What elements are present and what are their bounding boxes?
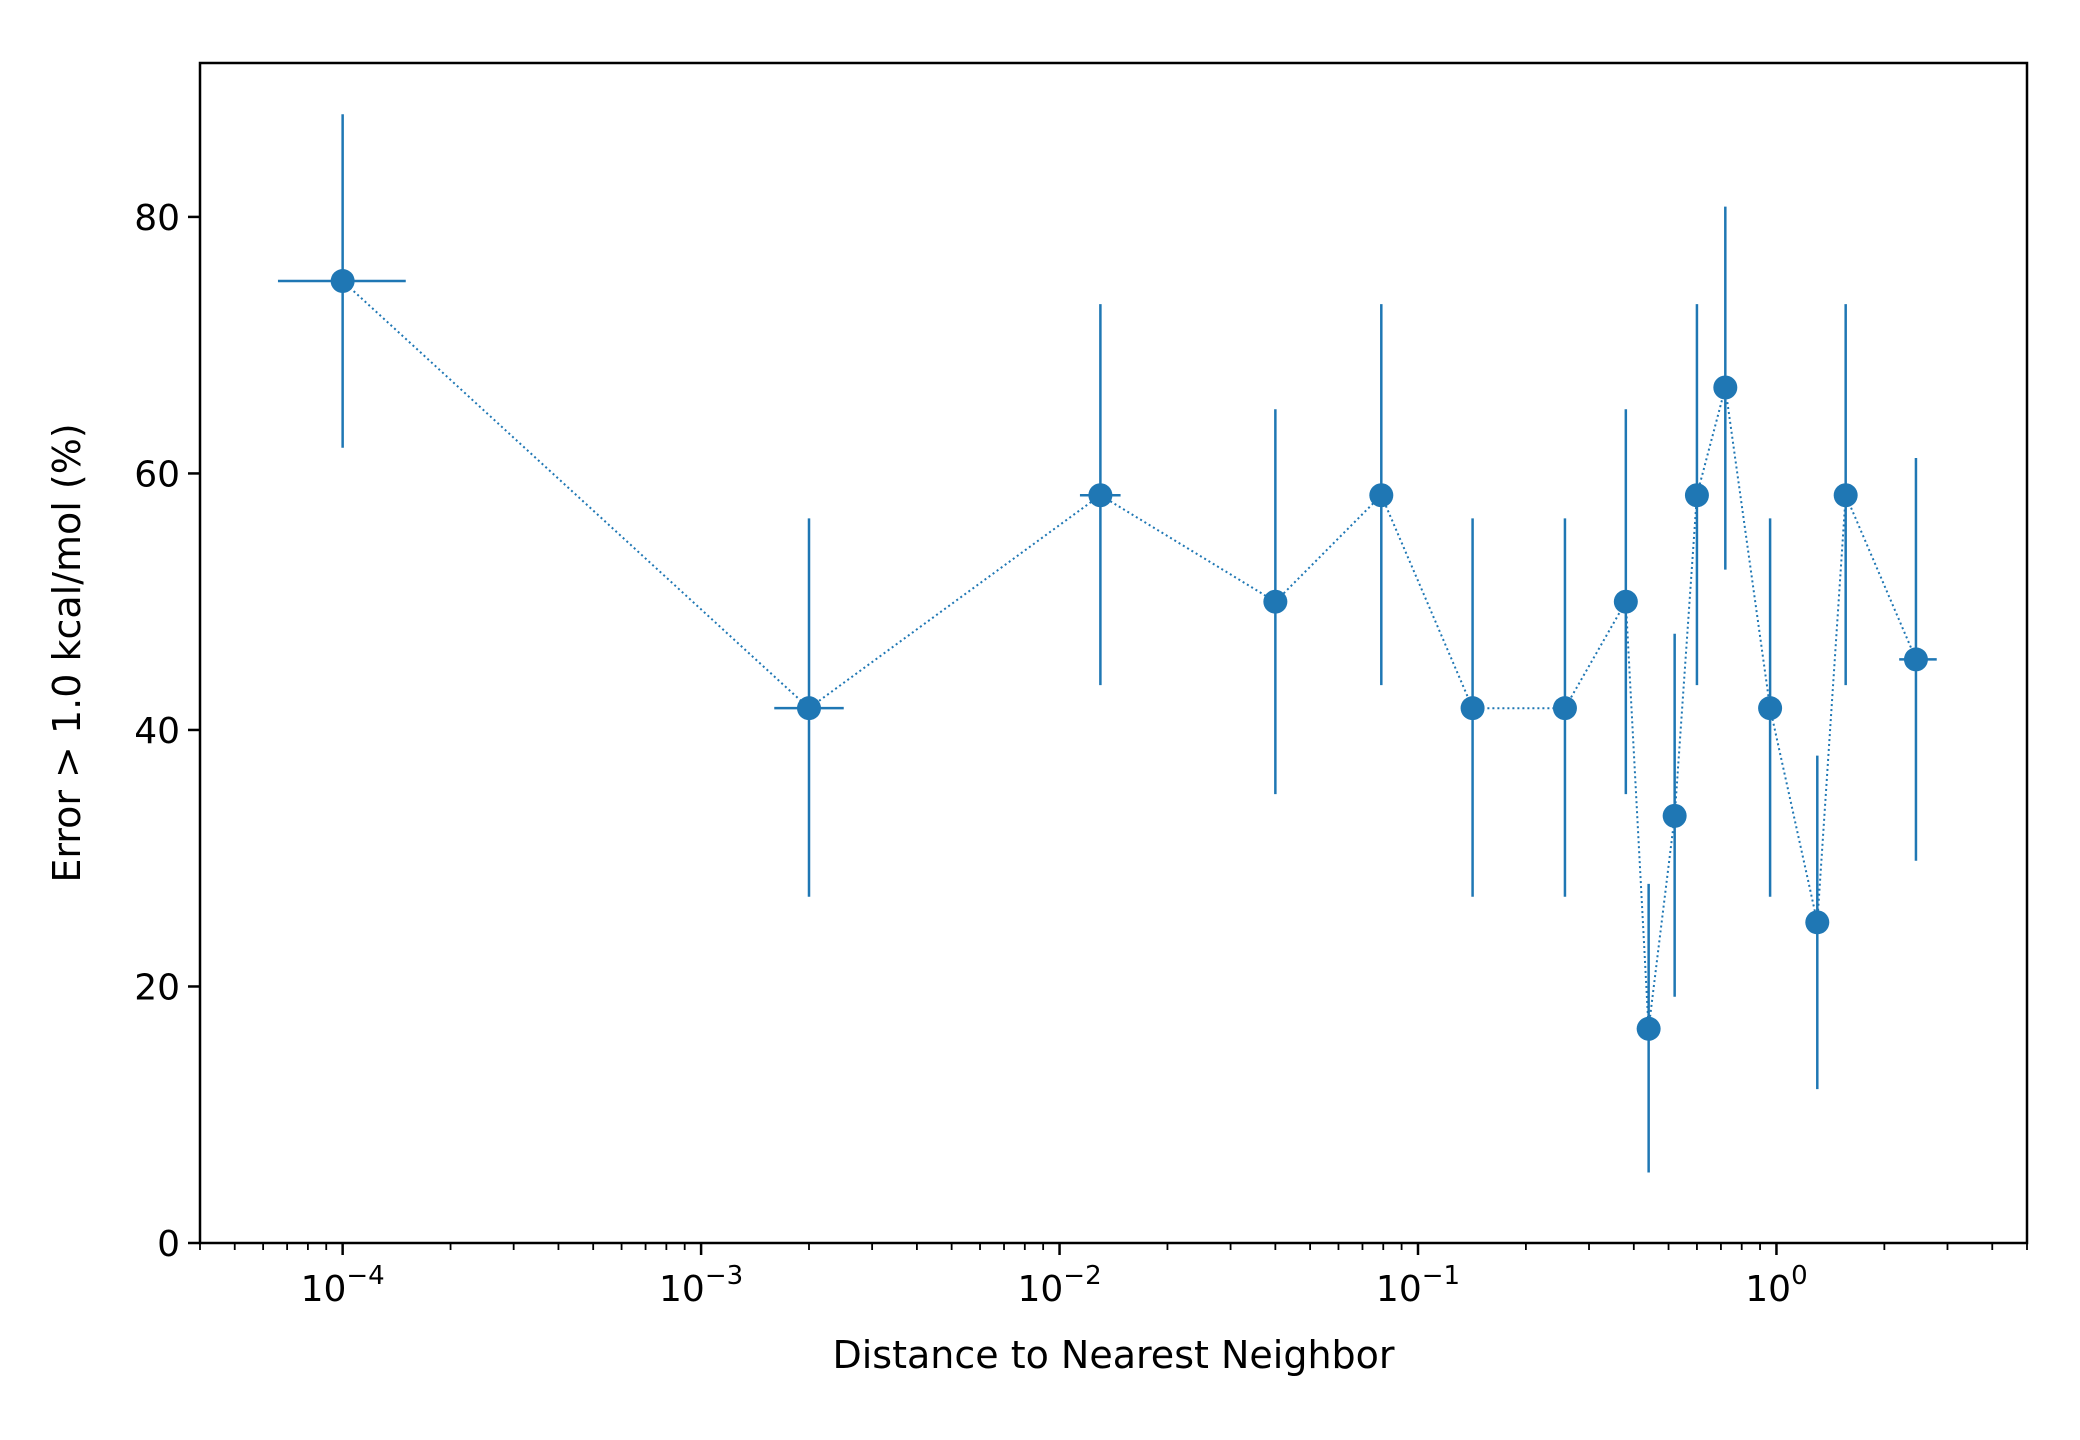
axis-ticks: 0 20 40 60 80 10−4 10−3 10−2 10−1 100: [134, 198, 2028, 1310]
data-point: [1613, 589, 1638, 614]
data-point: [797, 696, 821, 721]
y-tick-label: 0: [157, 1224, 180, 1265]
x-tick-label: 10−4: [301, 1261, 385, 1310]
y-tick-label: 60: [134, 454, 180, 495]
x-tick-label: 10−3: [659, 1261, 743, 1310]
data-point: [1758, 696, 1783, 721]
x-tick-label: 10−2: [1017, 1261, 1101, 1310]
data-point: [330, 269, 355, 294]
data-point: [1662, 803, 1687, 828]
data-point: [1833, 483, 1858, 508]
x-axis-title: Distance to Nearest Neighbor: [832, 1333, 1394, 1377]
y-tick-label: 20: [134, 967, 180, 1008]
y-tick-label: 80: [134, 198, 180, 239]
data-point: [1263, 589, 1288, 614]
data-point: [1713, 375, 1738, 400]
x-tick-label: 100: [1745, 1261, 1807, 1310]
data-point: [1460, 696, 1485, 721]
data-point: [1552, 696, 1577, 721]
data-point: [1805, 910, 1830, 935]
data-point: [1369, 483, 1394, 508]
x-tick-label: 10−1: [1376, 1261, 1460, 1310]
axes-frame: [198, 61, 2029, 1245]
data-point: [1684, 483, 1709, 508]
y-tick-label: 40: [134, 711, 180, 752]
y-axis-title: Error > 1.0 kcal/mol (%): [45, 423, 89, 882]
data-point: [1088, 483, 1113, 508]
series-line: [341, 280, 1917, 1029]
plot-area: [277, 114, 1937, 1173]
data-point: [1636, 1016, 1661, 1041]
data-point: [1903, 647, 1928, 672]
